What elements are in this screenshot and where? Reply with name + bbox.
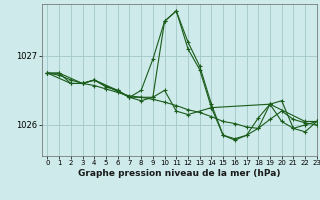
X-axis label: Graphe pression niveau de la mer (hPa): Graphe pression niveau de la mer (hPa): [78, 169, 280, 178]
